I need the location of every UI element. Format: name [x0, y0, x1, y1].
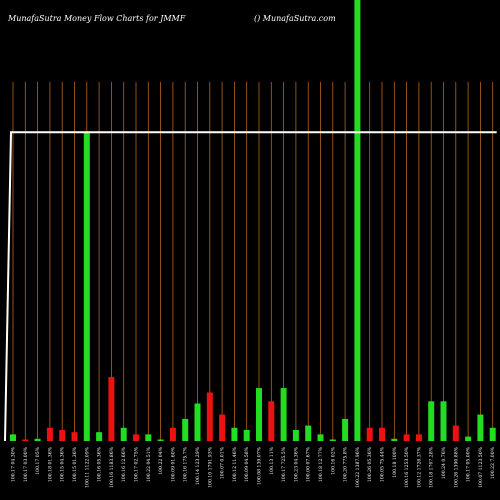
bar [96, 432, 103, 441]
x-tick-label: 100.17 05% [35, 446, 41, 474]
x-tick-label: 100.00 07.67% [306, 446, 312, 482]
x-tick-label: 100.16 175.7% [183, 446, 189, 482]
bar [169, 427, 176, 441]
x-tick-label: 100.22 1387.96% [355, 446, 361, 488]
x-tick-label: 100.17 02.75% [134, 446, 140, 482]
bar [440, 401, 447, 441]
bar [379, 427, 385, 441]
bar [477, 414, 484, 441]
x-tick-labels: 100.17 04.30% 100.17 03.00% 100.17 05% 100.… [11, 446, 497, 488]
bar [342, 418, 349, 441]
bar [157, 439, 164, 441]
bar [329, 439, 336, 441]
bar [194, 403, 201, 441]
bar [465, 436, 472, 441]
x-tick-label: 100.09 01.60% [170, 446, 176, 482]
x-tick-label: 100.12 1726.37% [416, 446, 422, 488]
bar [231, 427, 238, 441]
bar [452, 425, 459, 441]
bar [83, 132, 90, 442]
x-tick-label: 100.18 12.77% [318, 446, 324, 482]
bar [145, 434, 152, 441]
bars [10, 0, 496, 442]
bar [305, 425, 312, 441]
x-tick-label: 100.17 725.5% [281, 446, 287, 482]
x-tick-label: 100.22 04% [158, 446, 164, 474]
bar [256, 388, 262, 441]
x-tick-label: 100.18 1707.28% [429, 446, 435, 488]
x-tick-label: 100.20 775.8% [343, 446, 349, 482]
x-tick-label: 100.14 123.29% [195, 446, 201, 485]
bar [317, 434, 324, 441]
x-tick-label: 100.17 04.30% [11, 446, 17, 482]
x-tick-label: 100.10 1791.93% [207, 446, 213, 488]
bar [292, 429, 299, 441]
x-tick-label: 100.22 04.51% [146, 446, 152, 482]
x-tick-label: 100.07 1123.50% [478, 446, 484, 488]
bar [34, 438, 41, 441]
bar [489, 427, 496, 441]
bar [59, 429, 66, 441]
chart-title: MunafaSutra Money Flow Charts for JMMF [8, 14, 186, 23]
trend-line [4, 131, 497, 442]
x-tick-label: 100.15 01.36% [72, 446, 78, 482]
bar [243, 429, 250, 441]
bar [366, 427, 373, 441]
x-tick-label: 100.22 7.00% [490, 446, 496, 479]
bar [354, 0, 361, 441]
bar [268, 401, 275, 441]
x-tick-label: 100.08 139.07% [257, 446, 263, 485]
x-tick-label: 100.16 05.36% [97, 446, 103, 482]
x-tick-label: 100.05 75.44% [380, 446, 386, 482]
x-tick-label: 100.16 1253.50% [404, 446, 410, 488]
bar [71, 432, 78, 441]
bar [108, 377, 115, 441]
x-tick-label: 100.16 12.66% [121, 446, 127, 482]
bar [219, 414, 226, 441]
bar [206, 392, 213, 441]
bar [22, 439, 29, 441]
x-tick-label: 100.17 03.00% [23, 446, 29, 482]
x-tick-label: 100.18 100% [392, 446, 398, 477]
bar [10, 434, 16, 441]
x-tick-label: 100.09 04.58% [244, 446, 250, 482]
x-tick-label: 100.23 04.36% [293, 446, 299, 482]
x-tick-label: 100.15 04.36% [60, 446, 66, 482]
x-tick-label: 100.12 11.46% [232, 446, 238, 482]
trend-line-group [4, 131, 497, 442]
x-tick-label: 100.16 1183.86% [109, 446, 115, 488]
x-tick-label: 100.16 02% [330, 446, 336, 474]
x-tick-label: 100.07 0.01% [220, 446, 226, 479]
x-tick-label: 100.26 05.36% [367, 446, 373, 482]
bar [133, 434, 139, 441]
bar [182, 418, 189, 441]
x-tick-label: 100.24 0.76% [441, 446, 447, 479]
bar [280, 388, 287, 441]
bar [391, 438, 398, 441]
bar [403, 434, 410, 441]
x-tick-label: 100.17 05.00% [466, 446, 472, 482]
x-tick-label: 100.13 11% [269, 446, 275, 474]
bar [415, 434, 422, 441]
bar [120, 427, 127, 441]
x-tick-label: 100.18 01.36% [47, 446, 53, 482]
x-tick-label: 100.26 1390.88% [453, 446, 459, 488]
site-label: () MunafaSutra.com [254, 14, 336, 23]
grid-lines [12, 82, 494, 441]
x-tick-label: 100.11 1122.09% [84, 446, 90, 488]
bar [428, 401, 435, 441]
bar [46, 427, 53, 441]
